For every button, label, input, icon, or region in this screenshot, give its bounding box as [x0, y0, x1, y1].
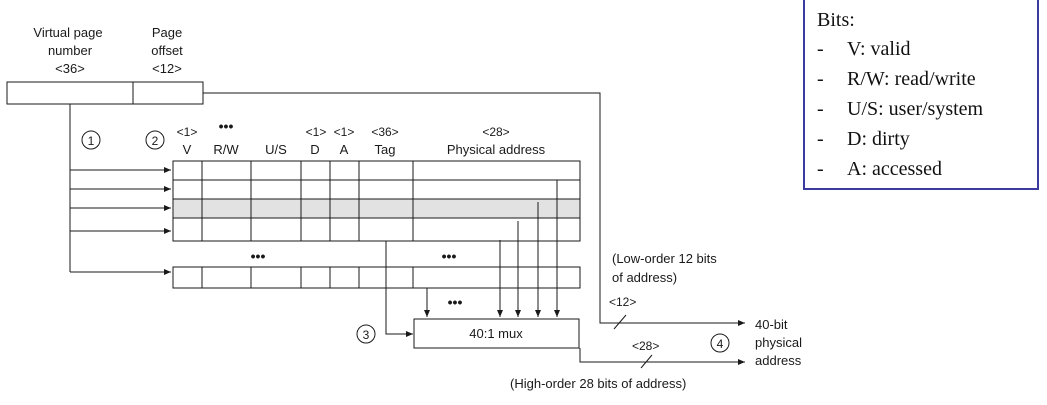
svg-text:4: 4 [717, 337, 724, 351]
col-header-us: U/S [265, 142, 287, 157]
low-order-label-2: of address) [612, 270, 677, 285]
svg-text:<12>: <12> [152, 61, 182, 76]
svg-text:3: 3 [363, 328, 370, 342]
svg-text:offset: offset [151, 43, 183, 58]
step-3-marker: 3 [356, 324, 376, 344]
col-header-rw: R/W [213, 142, 239, 157]
col-header-pa: Physical address [447, 142, 546, 157]
svg-text:1: 1 [88, 134, 95, 148]
step-4-marker: 4 [710, 333, 730, 353]
bits-item-text: D: dirty [847, 128, 910, 150]
step-2-marker: 2 [145, 130, 165, 150]
phys-addr-label-1: 40-bit [755, 317, 788, 332]
offset-route [203, 92, 745, 326]
bits-item: - A: accessed [817, 154, 1037, 184]
width-label-pa: <28> [482, 125, 509, 139]
low-order-label-1: (Low-order 12 bits [612, 251, 717, 266]
high-order-label: (High-order 28 bits of address) [510, 376, 686, 391]
bits-list: - V: valid - R/W: read/write - U/S: user/sy… [817, 34, 1037, 184]
bits-item-text: R/W: read/write [847, 68, 976, 90]
ellipsis-rw: ••• [219, 118, 234, 134]
bullet-dash: - [817, 68, 824, 90]
mux-output-route [579, 348, 745, 365]
width-label-tag: <36> [371, 125, 398, 139]
bits-legend: Bits: - V: valid - R/W: read/write - U/S: u… [803, 0, 1039, 190]
bits-item-text: A: accessed [847, 158, 942, 180]
width-28-label: <28> [632, 339, 659, 353]
bits-item-text: U/S: user/system [847, 98, 984, 120]
svg-text:Virtual page: Virtual page [33, 25, 102, 40]
offset-label: Page offset <12> [151, 25, 183, 76]
width-label-v: <1> [177, 125, 198, 139]
bullet-dash: - [817, 158, 824, 180]
col-header-a: A [340, 142, 349, 157]
col-header-tag: Tag [375, 142, 396, 157]
svg-text:<36>: <36> [55, 61, 85, 76]
svg-text:Page: Page [152, 25, 182, 40]
bits-title: Bits: [817, 9, 855, 31]
bullet-dash: - [817, 38, 824, 60]
phys-addr-label-3: address [755, 353, 802, 368]
mux-label: 40:1 mux [469, 326, 523, 341]
highlighted-entry [173, 199, 580, 218]
ellipsis-rows-right: ••• [442, 248, 457, 264]
svg-text:number: number [48, 43, 93, 58]
step-1-marker: 1 [81, 130, 101, 150]
offset-width-tick [613, 314, 627, 330]
bullet-dash: - [817, 98, 824, 120]
bits-item: - D: dirty [817, 124, 1037, 154]
tlb-table [172, 160, 581, 242]
width-label-d: <1> [306, 125, 327, 139]
col-header-d: D [310, 142, 319, 157]
width-12-label: <12> [609, 295, 636, 309]
tlb-last-entry [172, 266, 581, 289]
width-label-a: <1> [334, 125, 355, 139]
bits-item: - R/W: read/write [817, 64, 1037, 94]
bits-item-text: V: valid [847, 38, 911, 60]
mux-width-tick [640, 354, 653, 369]
ellipsis-rows-left: ••• [251, 248, 266, 264]
virtual-address-register [6, 81, 204, 105]
bullet-dash: - [817, 128, 824, 150]
ellipsis-mux-inputs: ••• [448, 294, 463, 310]
col-header-v: V [183, 142, 192, 157]
phys-addr-label-2: physical [755, 335, 802, 350]
mux-box [413, 318, 580, 349]
vpn-label: Virtual page number <36> [33, 25, 102, 76]
bits-item: - V: valid [817, 34, 1037, 64]
select-line [385, 241, 413, 337]
bits-item: - U/S: user/system [817, 94, 1037, 124]
svg-text:2: 2 [152, 134, 159, 148]
